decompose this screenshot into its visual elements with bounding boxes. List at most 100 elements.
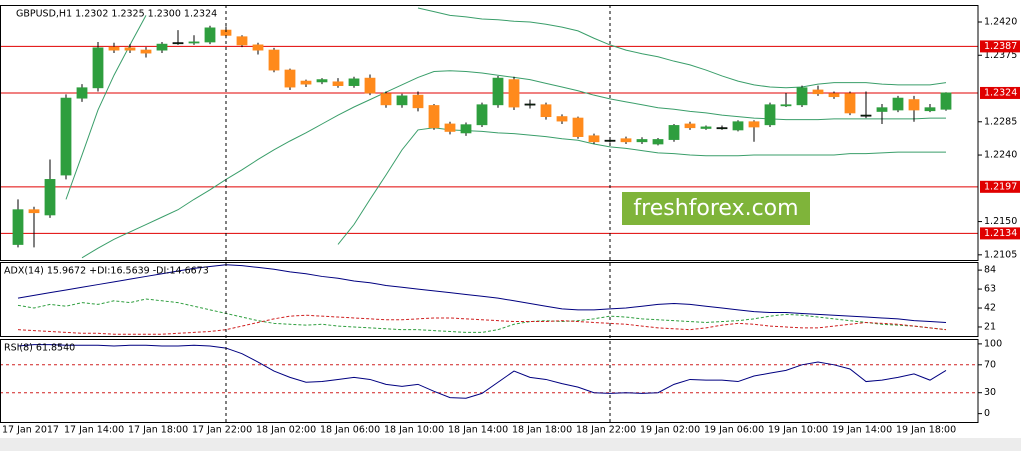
candle-body xyxy=(204,27,216,43)
panel xyxy=(0,7,978,259)
candle-body xyxy=(620,138,632,143)
y-tick-label: 0 xyxy=(984,408,990,419)
candle-body xyxy=(636,139,648,143)
candle-body xyxy=(748,121,760,128)
candle-body xyxy=(60,97,72,176)
candle-body xyxy=(444,123,456,132)
panel-frame xyxy=(0,5,979,261)
price-level-label: 1.2134 xyxy=(984,228,1017,239)
indicator-line xyxy=(17,298,947,333)
candle-body xyxy=(332,81,344,86)
candle-body xyxy=(476,104,488,126)
y-tick-label: 1.2105 xyxy=(984,249,1017,260)
candle-body xyxy=(188,41,200,44)
candle-body xyxy=(924,107,936,112)
y-tick-label: 1.2150 xyxy=(984,216,1017,227)
bollinger-band xyxy=(337,127,946,245)
candle-body xyxy=(700,126,712,129)
candle-body xyxy=(588,135,600,143)
tab-bar xyxy=(0,438,1021,451)
candle-body xyxy=(556,116,568,122)
price-level-box xyxy=(980,227,1020,240)
indicator-line xyxy=(17,344,947,399)
y-tick-label: 42 xyxy=(984,303,996,314)
x-tick-label: 18 Jan 10:00 xyxy=(384,425,444,436)
watermark-box xyxy=(622,192,810,225)
x-tick-label: 18 Jan 02:00 xyxy=(256,425,316,436)
candle-body xyxy=(540,104,552,118)
candle-body xyxy=(780,104,792,107)
candle-body xyxy=(492,77,504,106)
watermark: freshforex.com xyxy=(633,196,798,221)
price-level-label: 1.2387 xyxy=(984,41,1017,52)
y-tick-label: 100 xyxy=(984,338,1002,349)
panel xyxy=(17,264,947,335)
panel-frame xyxy=(0,262,979,337)
candle-body xyxy=(732,121,744,131)
x-tick-label: 19 Jan 10:00 xyxy=(768,425,828,436)
x-tick-label: 19 Jan 02:00 xyxy=(640,425,700,436)
x-tick-label: 17 Jan 18:00 xyxy=(128,425,188,436)
y-tick-label: 30 xyxy=(984,387,996,398)
candle-body xyxy=(892,97,904,111)
x-tick-label: 18 Jan 22:00 xyxy=(576,425,636,436)
panel-title: RSI(8) 61.8540 xyxy=(4,343,75,354)
candle-body xyxy=(908,99,920,111)
y-tick-label: 84 xyxy=(984,265,996,276)
x-tick-label: 18 Jan 18:00 xyxy=(512,425,572,436)
candle-body xyxy=(300,80,312,85)
candle-body xyxy=(428,105,440,129)
candle-body xyxy=(940,92,952,110)
candle-body xyxy=(572,117,584,137)
candle-body xyxy=(236,36,248,46)
candle-body xyxy=(76,87,88,99)
candle-body xyxy=(812,89,824,95)
candle-body xyxy=(140,49,152,54)
x-tick-label: 19 Jan 06:00 xyxy=(704,425,764,436)
bollinger-band xyxy=(65,7,947,200)
x-tick-label: 17 Jan 14:00 xyxy=(64,425,124,436)
y-tick-label: 1.2375 xyxy=(984,50,1017,61)
y-tick-label: 21 xyxy=(984,321,996,332)
candle-body xyxy=(380,93,392,106)
candle-body xyxy=(252,44,264,51)
panel xyxy=(0,344,978,399)
candle-body xyxy=(172,42,184,45)
candle-body xyxy=(28,209,40,214)
x-tick-label: 18 Jan 06:00 xyxy=(320,425,380,436)
x-tick-label: 18 Jan 14:00 xyxy=(448,425,508,436)
candle-body xyxy=(828,93,840,98)
candle-body xyxy=(716,127,728,130)
y-tick-label: 1.2285 xyxy=(984,116,1017,127)
candle-body xyxy=(460,124,472,134)
x-tick-label: 19 Jan 14:00 xyxy=(832,425,892,436)
candle-body xyxy=(108,46,120,51)
indicator-line xyxy=(17,264,947,323)
candle-body xyxy=(844,93,856,114)
candle-body xyxy=(284,69,296,88)
candle-body xyxy=(12,209,24,245)
candle-body xyxy=(412,94,424,109)
candle-body xyxy=(396,95,408,106)
candle-body xyxy=(268,49,280,71)
y-tick-label: 63 xyxy=(984,284,996,295)
x-tick-label: 19 Jan 18:00 xyxy=(896,425,956,436)
candle-body xyxy=(796,87,808,106)
candle-body xyxy=(44,179,56,216)
candle-body xyxy=(668,125,680,140)
candle-body xyxy=(92,47,104,89)
panel-title: ADX(14) 15.9672 +DI:16.5639 -DI:14.6673 xyxy=(4,266,209,277)
candle-body xyxy=(524,103,536,106)
candle-body xyxy=(508,79,520,108)
panel-frame xyxy=(0,339,979,423)
indicator-line xyxy=(17,314,947,335)
candle-body xyxy=(156,43,168,51)
panel-title: GBPUSD,H1 1.2302 1.2325 1.2300 1.2324 xyxy=(16,9,217,20)
price-level-label: 1.2324 xyxy=(984,87,1017,98)
candle-body xyxy=(604,139,616,142)
price-level-label: 1.2197 xyxy=(984,181,1017,192)
candle-body xyxy=(876,107,888,112)
x-tick-label: 17 Jan 2017 xyxy=(2,425,59,436)
